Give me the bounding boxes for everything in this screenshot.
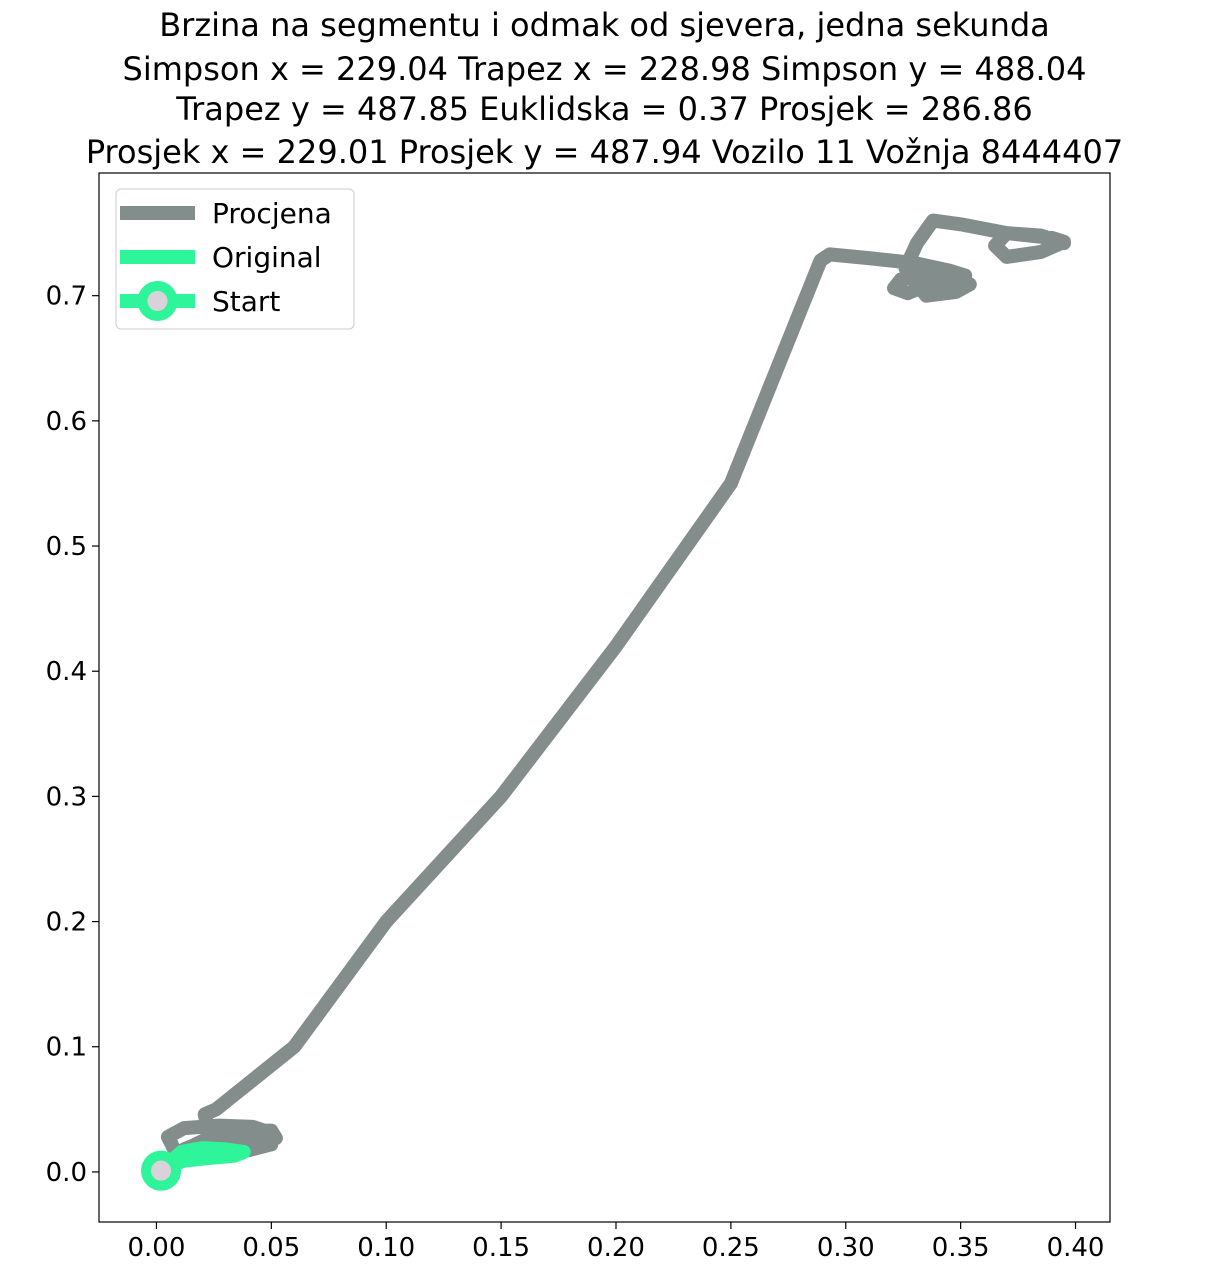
x-tick-label: 0.40 [1047,1233,1105,1263]
legend-handle-start-marker [137,281,178,321]
x-tick-label: 0.30 [817,1233,875,1263]
x-tick-label: 0.00 [127,1233,185,1263]
x-axis: 0.00 0.05 0.10 0.15 0.20 0.25 0.30 0.35 0.40 [127,1222,1104,1263]
legend-label-start: Start [212,285,280,318]
title-line-1: Brzina na segmentu i odmak od sjevera, j… [159,6,1050,44]
y-tick-label: 0.2 [46,908,87,938]
series-line-procjena [149,213,1071,1179]
y-tick-label: 0.6 [46,407,87,437]
y-tick-label: 0.5 [46,532,87,562]
series-layer [149,213,1071,1179]
y-tick-label: 0.7 [46,282,87,312]
y-tick-label: 0.1 [46,1033,87,1063]
legend-label-original: Original [212,241,322,274]
title-line-4: Prosjek x = 229.01 Prosjek y = 487.94 Vo… [86,133,1123,171]
chart-title: Brzina na segmentu i odmak od sjevera, j… [86,6,1123,171]
x-tick-label: 0.10 [357,1233,415,1263]
y-tick-label: 0.4 [46,657,87,687]
title-line-3: Trapez y = 487.85 Euklidska = 0.37 Prosj… [175,90,1032,128]
x-tick-label: 0.05 [242,1233,300,1263]
y-axis: 0.0 0.1 0.2 0.3 0.4 0.5 0.6 0.7 [46,282,99,1188]
title-line-2: Simpson x = 229.04 Trapez x = 228.98 Sim… [123,50,1087,88]
marker-layer [141,1150,182,1191]
x-tick-label: 0.20 [587,1233,645,1263]
series-line-original [154,1141,251,1178]
x-tick-label: 0.15 [472,1233,530,1263]
plot-frame [98,172,1111,1223]
x-tick-label: 0.25 [702,1233,760,1263]
start-marker [141,1150,182,1191]
y-tick-label: 0.0 [46,1158,87,1188]
y-tick-label: 0.3 [46,782,87,812]
x-tick-label: 0.35 [932,1233,990,1263]
legend: Procjena Original Start [115,188,355,330]
legend-label-procjena: Procjena [212,197,332,230]
